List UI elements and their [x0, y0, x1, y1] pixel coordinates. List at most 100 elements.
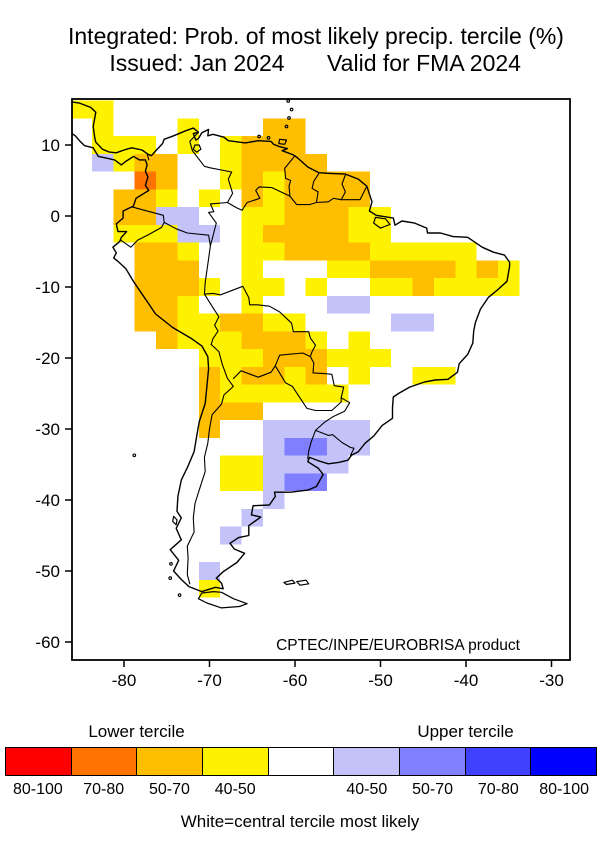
grid-cell	[134, 136, 157, 154]
grid-cell	[284, 420, 306, 438]
grid-cell	[348, 242, 370, 261]
small-island-dot	[286, 99, 291, 103]
grid-cell	[220, 455, 242, 474]
grid-cell	[262, 313, 285, 332]
grid-cell	[156, 189, 178, 208]
country-border	[274, 352, 311, 367]
grid-cell	[134, 207, 157, 225]
chart-title: Integrated: Prob. of most likely precip.…	[68, 23, 564, 49]
grid-cell	[284, 136, 306, 154]
grid-cell	[284, 437, 306, 456]
grid-cell	[412, 260, 434, 279]
grid-cell	[498, 278, 520, 296]
grid-cell	[134, 295, 157, 314]
grid-cell	[327, 207, 349, 225]
grid-cell	[412, 278, 434, 296]
y-tick-label: -30	[35, 420, 60, 439]
small-island-dot	[169, 562, 173, 566]
legend-box-label: 80-100	[12, 781, 63, 798]
grid-cell	[262, 331, 285, 350]
grid-cell	[327, 455, 349, 474]
legend-box-label: 50-70	[148, 781, 190, 798]
grid-cell	[348, 420, 370, 438]
grid-cell	[327, 171, 349, 190]
grid-cell	[262, 384, 285, 403]
grid-cell	[177, 313, 199, 332]
legend-note: White=central tercile most likely	[180, 812, 420, 831]
y-tick-label: -10	[35, 278, 60, 297]
grid-cell	[262, 118, 285, 137]
legend-box-w	[267, 747, 335, 776]
chart-subtitle-valid: Valid for FMA 2024	[327, 50, 521, 76]
grid-cell	[156, 295, 178, 314]
country-border	[203, 201, 229, 295]
grid-cell	[284, 313, 306, 332]
grid-cell	[134, 171, 157, 190]
grid-cell	[198, 349, 221, 367]
grid-cell	[305, 455, 328, 474]
grid-cell	[391, 313, 413, 332]
country-border	[226, 186, 291, 211]
grid-cell	[91, 100, 114, 119]
grid-cell	[348, 207, 370, 225]
grid-cell	[156, 278, 178, 296]
country-border	[120, 221, 165, 248]
legend-box-o	[136, 747, 204, 776]
grid-cell	[220, 153, 242, 172]
country-border	[232, 365, 276, 380]
country-border	[311, 172, 320, 204]
grid-cell	[262, 420, 285, 438]
legend-box-b2	[399, 747, 466, 776]
legend-header-lower: Lower tercile	[88, 722, 185, 741]
grid-cell	[284, 349, 306, 367]
grid-cell	[241, 331, 263, 350]
grid-cell	[241, 508, 263, 527]
grid-cell	[284, 153, 306, 172]
product-annotation: CPTEC/INPE/EUROBRISA product	[276, 637, 520, 654]
precip-tercile-map: Integrated: Prob. of most likely precip.…	[35, 23, 571, 690]
map-frame	[71, 98, 571, 661]
grid-cell	[327, 295, 349, 314]
grid-cell	[284, 455, 306, 474]
grid-cell	[348, 349, 370, 367]
island-outline	[283, 579, 296, 586]
grid-cell	[241, 349, 263, 367]
grid-cell	[241, 171, 263, 190]
country-border	[186, 343, 234, 585]
grid-cell	[134, 153, 157, 172]
grid-cell	[305, 153, 328, 172]
grid-cell	[156, 171, 178, 190]
grid-cell	[91, 136, 114, 154]
grid-cell	[72, 100, 92, 119]
grid-cell	[241, 136, 263, 154]
grid-cell	[177, 260, 199, 279]
grid-cell	[327, 420, 349, 438]
grid-cell	[220, 136, 242, 154]
legend-box-label: 80-100	[539, 781, 590, 798]
grid-cell	[284, 207, 306, 225]
legend-box-b4	[530, 747, 598, 776]
grid-cell	[241, 278, 263, 296]
grid-cell	[241, 473, 263, 492]
grid-cell	[262, 278, 285, 296]
x-tick-label: -50	[368, 671, 393, 690]
grid-cell	[305, 171, 328, 190]
grid-cell	[220, 402, 242, 421]
grid-cell	[113, 189, 135, 208]
grid-cell	[241, 207, 263, 225]
small-island-dot	[132, 453, 137, 458]
grid-cell	[220, 331, 242, 350]
grid-cell	[455, 242, 477, 261]
small-island-dot	[289, 107, 294, 112]
legend-colorbar	[5, 747, 598, 776]
grid-cell	[91, 118, 114, 137]
grid-cell	[177, 242, 199, 261]
legend-box-y	[202, 747, 269, 776]
grid-cell	[305, 366, 328, 385]
island-outline	[197, 591, 248, 609]
grid-cell	[220, 366, 242, 385]
grid-cell	[284, 171, 306, 190]
grid-cell	[305, 224, 328, 243]
grid-cell	[156, 153, 178, 172]
grid-cell	[220, 349, 242, 367]
